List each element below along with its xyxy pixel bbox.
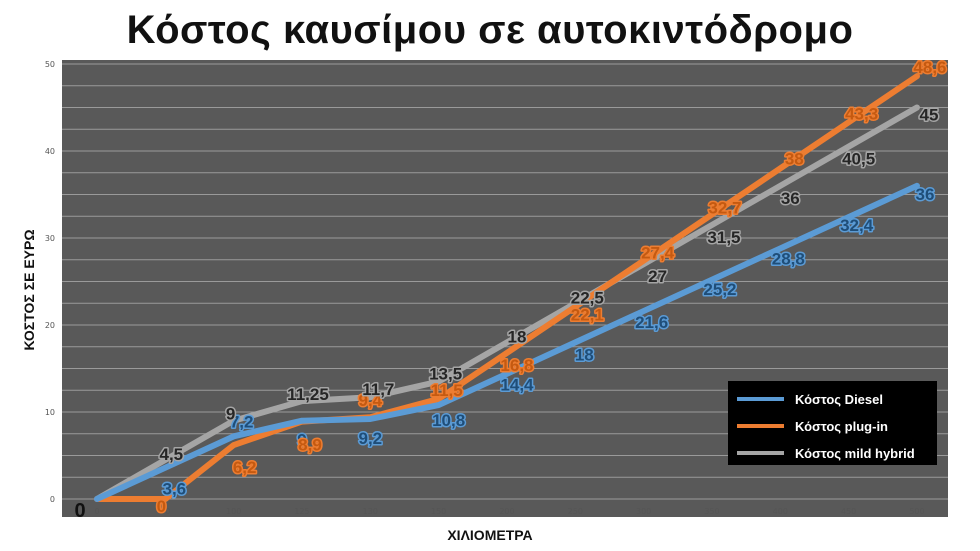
data-label: 9,4 [358,391,382,410]
x-axis-label: ΧΙΛΙΟΜΕΤΡΑ [447,527,532,543]
data-label: 3,6 [163,480,187,499]
data-label: 27 [648,267,667,286]
data-label: 16,8 [500,356,533,375]
data-label: 22,5 [571,288,604,307]
data-label: 45 [919,106,938,125]
x-tick-label: 250 [568,507,583,516]
data-label: 43,3 [845,104,878,123]
x-tick-label: 50 [160,507,170,516]
data-label: 25,2 [703,280,736,299]
origin-label: 0 [74,500,85,522]
data-label: 11,5 [431,381,463,400]
y-axis-ticks: 0 10 20 30 40 50 [45,60,55,504]
legend-entry: Κόστος Diesel [795,392,883,407]
data-labels: 3,67,29 9,210,814,41821,625,228,832,43606… [155,57,948,518]
data-label: 27,4 [641,244,675,263]
data-label: 36 [915,185,934,204]
data-label: 9 [297,431,306,450]
x-tick-label: 400 [773,507,788,516]
series-line-0 [94,182,920,502]
data-label: 18 [508,327,527,346]
x-tick-label: 450 [841,507,856,516]
data-label: 0 [157,497,166,516]
legend: Κόστος Diesel Κόστος plug-in Κόστος mild h… [728,381,937,465]
legend-entry: Κόστος mild hybrid [795,446,915,461]
y-tick-label: 20 [45,321,55,330]
chart-title: Κόστος καυσίμου σε αυτοκιντόδρομο [126,8,854,52]
data-label: 38 [785,149,804,168]
x-tick-label: 0 [94,507,99,516]
data-label: 13,5 [429,365,462,384]
data-label: 21,6 [635,313,668,332]
data-label: 28,8 [772,249,805,268]
data-label: 36 [781,189,800,208]
data-label: 40,5 [842,150,875,169]
x-tick-label: 200 [499,507,514,516]
data-label: 32,7 [708,199,741,218]
x-tick-label: 125 [294,507,309,516]
x-tick-label: 100 [226,507,241,516]
data-label: 48,6 [913,58,946,77]
x-axis-ticks: 0 50 100 125 130 150 200 250 300 350 400 450 500 [94,507,924,516]
series-line-1 [94,73,920,502]
y-tick-label: 0 [50,495,55,504]
y-tick-label: 30 [45,234,55,243]
data-label: 32,4 [840,216,874,235]
data-label: 14,4 [500,376,534,395]
x-tick-label: 300 [636,507,651,516]
data-label: 11,25 [287,385,329,404]
data-label: 7,2 [230,412,254,431]
data-label: 31,5 [707,228,740,247]
y-tick-label: 10 [45,408,55,417]
data-label: 10,8 [432,411,465,430]
series-lines [94,73,920,502]
series-line-2 [94,104,920,502]
data-label: 18 [575,345,594,364]
data-label: 4,5 [160,445,184,464]
data-label: 6,2 [233,458,257,477]
data-label: 9,2 [358,429,382,448]
data-label: 22,1 [571,306,604,325]
y-tick-label: 50 [45,60,55,69]
x-tick-label: 500 [909,507,924,516]
data-label: 8,9 [298,436,322,455]
x-tick-label: 350 [704,507,719,516]
y-axis-label: ΚΟΣΤΟΣ ΣΕ ΕΥΡΩ [21,229,37,350]
legend-entry: Κόστος plug-in [795,419,888,434]
x-tick-label: 150 [431,507,446,516]
data-label: 11,7 [362,380,394,399]
data-label: 9 [226,405,235,424]
y-tick-label: 40 [45,147,55,156]
x-tick-label: 130 [363,507,378,516]
